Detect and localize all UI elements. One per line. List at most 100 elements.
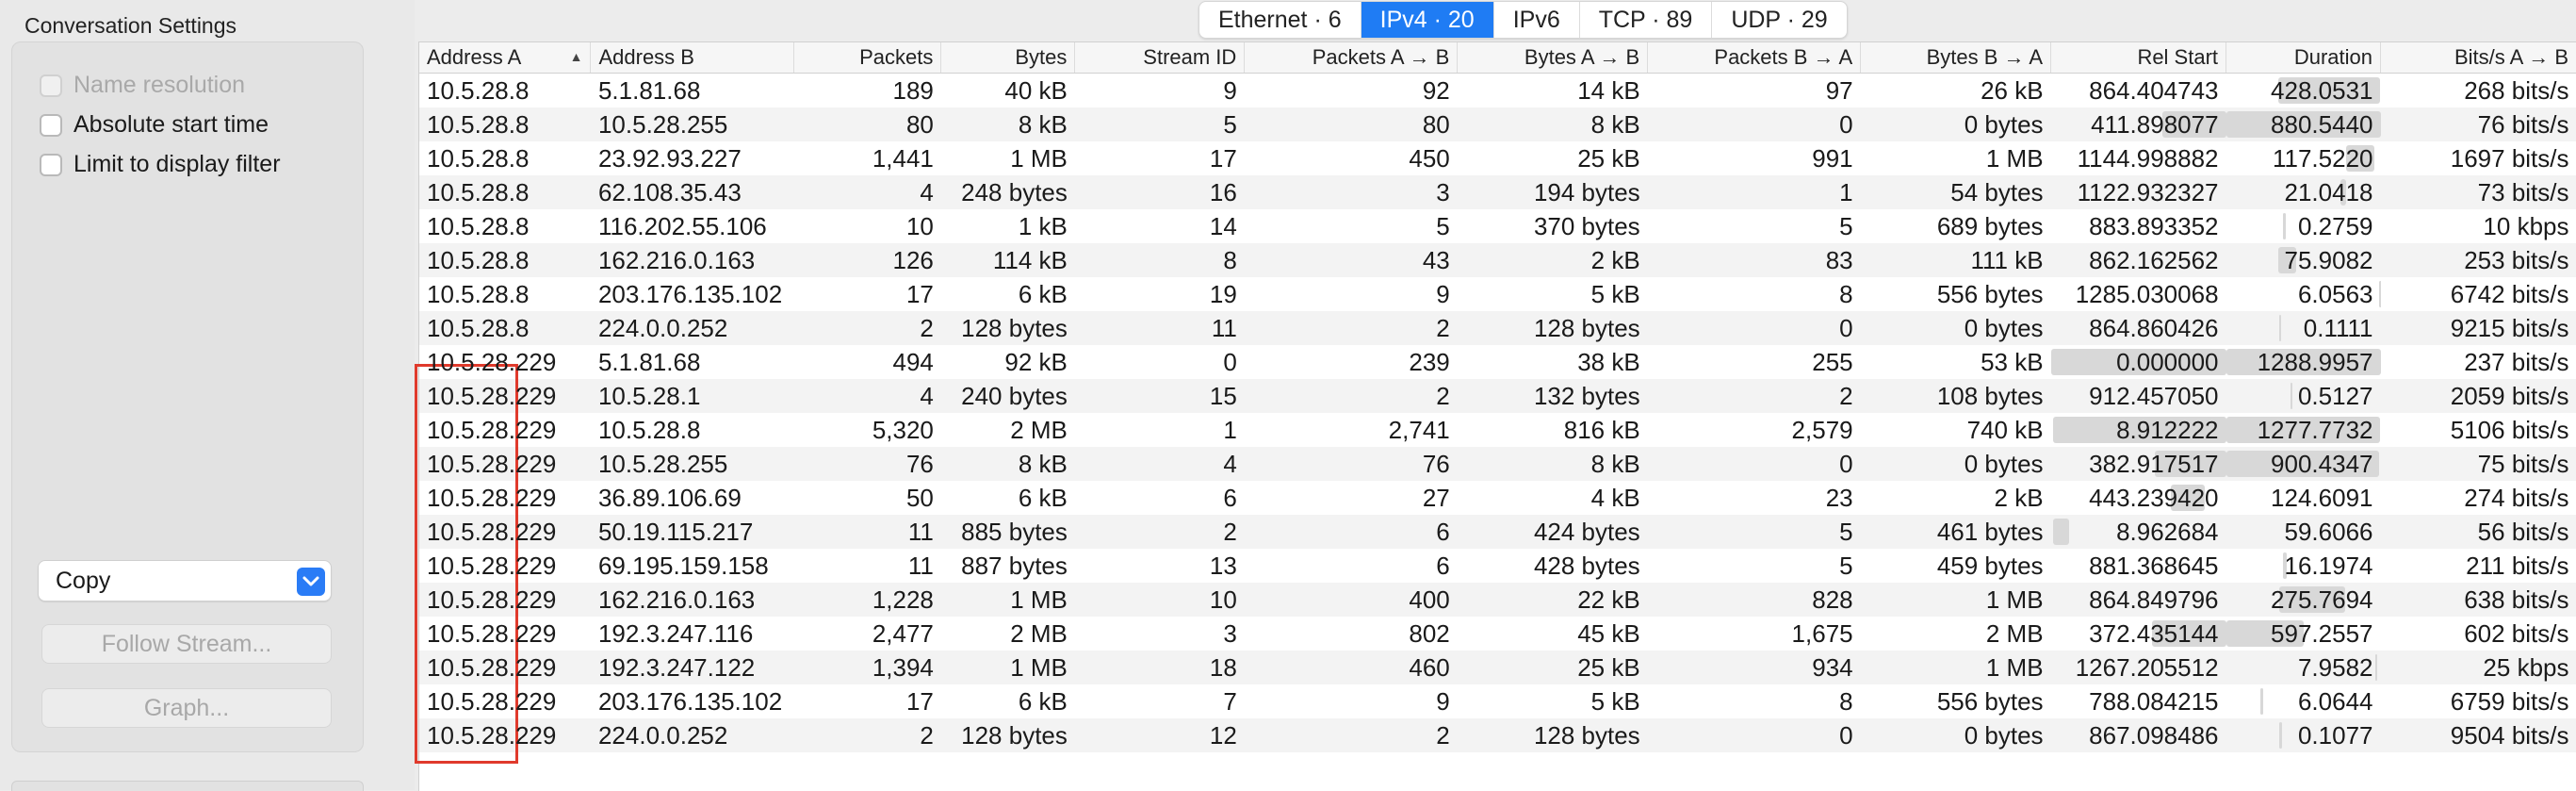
cell-stream-id: 8 [1075,243,1245,277]
column-header-duration[interactable]: Duration [2226,42,2381,74]
cell-bytes-ba: 2 MB [1861,617,2051,651]
cell-text: 50.19.115.217 [598,518,753,546]
column-header-bytes-ab[interactable]: Bytes A → B [1458,42,1648,74]
cell-text: 8 kB [1019,110,1068,139]
cell-duration: 880.5440 [2226,107,2381,141]
column-header-stream-id[interactable]: Stream ID [1075,42,1245,74]
cell-text: 10.5.28.8 [427,144,529,173]
cell-text: 10.5.28.229 [427,348,556,376]
cell-text: 43 [1423,246,1450,274]
tab-0[interactable]: Ethernet · 6 [1199,2,1361,38]
cell-text: 69.195.159.158 [598,552,769,580]
limit-display-filter-checkbox[interactable] [40,154,62,176]
cell-text: 25 kB [1577,144,1640,173]
follow-stream-button[interactable]: Follow Stream... [41,624,332,664]
cell-text: 1122.932327 [2078,178,2219,206]
cell-pkts-ba: 5 [1648,549,1861,583]
cell-text: 8 [1839,687,1852,716]
cell-bytes-ba: 0 bytes [1861,447,2051,481]
column-header-addr-a[interactable]: Address A▲ [419,42,591,74]
cell-text: 459 bytes [1937,552,2044,580]
copy-select[interactable]: Copy [38,560,332,601]
absolute-start-time-option[interactable]: Absolute start time [40,111,269,139]
column-header-addr-b[interactable]: Address B [591,42,794,74]
cell-stream-id: 2 [1075,515,1245,549]
cell-addr-a: 10.5.28.8 [419,74,591,108]
column-header-packets[interactable]: Packets [794,42,941,74]
cell-bps-ab: 9215 bits/s [2381,311,2576,345]
cell-bytes-ba: 556 bytes [1861,277,2051,311]
limit-display-filter-label: Limit to display filter [73,151,281,178]
cell-addr-b: 10.5.28.255 [591,447,794,481]
cell-text: 1 [1223,416,1236,444]
cell-text: 17 [906,280,934,308]
cell-text: 2059 bits/s [2451,382,2569,410]
cell-text: 10.5.28.8 [427,212,529,240]
cell-text: 1,394 [872,653,934,682]
cell-text: 17 [1210,144,1237,173]
column-header-pkts-ba[interactable]: Packets B → A [1648,42,1861,74]
cell-duration: 6.0563 [2226,277,2381,311]
column-header-bps-ab[interactable]: Bits/s A → B [2381,42,2576,74]
cell-text: 73 bits/s [2478,178,2569,206]
tab-1[interactable]: IPv4 · 20 [1361,2,1494,38]
tab-4[interactable]: UDP · 29 [1712,2,1846,38]
cell-text: 240 bytes [961,382,1068,410]
cell-pkts-ab: 2 [1245,311,1458,345]
cell-text: 0 [1839,450,1852,478]
cell-duration: 597.2557 [2226,617,2381,651]
cell-text: 10.5.28.229 [427,450,556,478]
cell-text: 76 bits/s [2478,110,2569,139]
column-header-label: Address B [598,45,694,69]
cell-bytes-ba: 556 bytes [1861,684,2051,718]
cell-text: 880.5440 [2271,110,2372,139]
cell-pkts-ab: 6 [1245,515,1458,549]
column-header-bytes-ba[interactable]: Bytes B → A [1861,42,2051,74]
cell-text: 5 [1839,518,1852,546]
cell-text: 3 [1436,178,1449,206]
cell-text: 6.0644 [2298,687,2373,716]
cell-bytes: 6 kB [941,481,1075,515]
column-header-bytes[interactable]: Bytes [941,42,1075,74]
cell-text: 1 kB [1019,212,1068,240]
cell-stream-id: 16 [1075,175,1245,209]
cell-pkts-ba: 0 [1648,107,1861,141]
cell-duration: 75.9082 [2226,243,2381,277]
tab-3[interactable]: TCP · 89 [1580,2,1713,38]
cell-text: 1 MB [1010,585,1068,614]
cell-rel-start: 862.162562 [2051,243,2226,277]
cell-pkts-ba: 0 [1648,311,1861,345]
column-header-rel-start[interactable]: Rel Start [2051,42,2226,74]
cell-text: 8.912222 [2116,416,2218,444]
cell-text: 4 [1223,450,1236,478]
cell-packets: 11 [794,515,941,549]
limit-display-filter-option[interactable]: Limit to display filter [40,151,281,178]
graph-button[interactable]: Graph... [41,688,332,728]
cell-bytes-ba: 461 bytes [1861,515,2051,549]
tab-2[interactable]: IPv6 [1494,2,1580,38]
absolute-start-time-checkbox[interactable] [40,114,62,137]
cell-text: 934 [1812,653,1852,682]
column-header-pkts-ab[interactable]: Packets A → B [1245,42,1458,74]
